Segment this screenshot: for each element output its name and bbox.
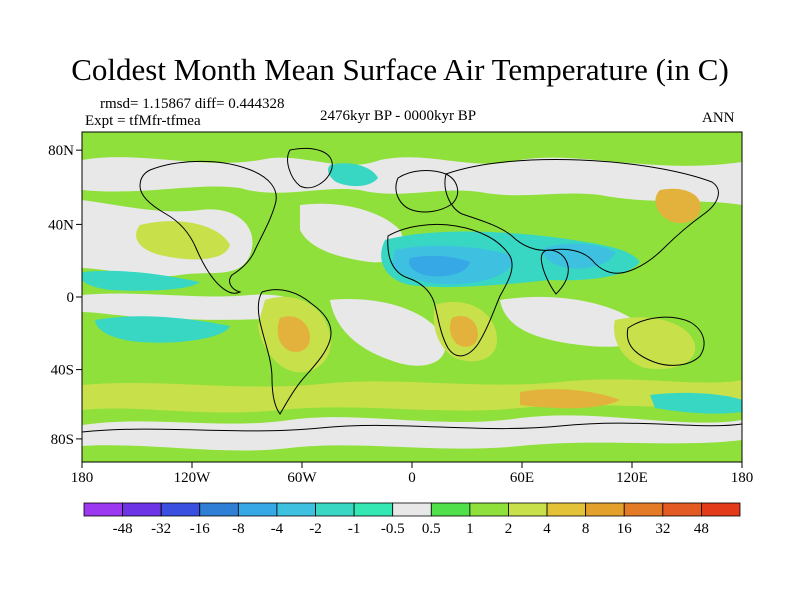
colorbar-label: 4 — [543, 521, 551, 537]
chart-title: Coldest Month Mean Surface Air Temperatu… — [71, 52, 729, 87]
southern-africa-warm-core — [449, 315, 478, 347]
colorbar-label: 48 — [694, 521, 709, 537]
australia-coastline — [626, 316, 705, 366]
colorbar-swatch — [237, 502, 278, 517]
greenland-coastline — [287, 147, 333, 189]
lat-tick-label: 0 — [67, 290, 75, 306]
longitude-axis: 180 120W 60W 0 60E 120E 180 — [71, 462, 754, 486]
lat-tick-label: 80N — [48, 143, 74, 159]
indian-ocean-neutral-region — [500, 296, 642, 347]
season-label: ANN — [702, 110, 735, 126]
lon-tick-label: 60E — [510, 470, 534, 486]
lon-tick-label: 60W — [287, 470, 317, 486]
africa-coastline — [387, 223, 513, 357]
south-atlantic-neutral-region — [330, 299, 446, 366]
lon-tick-label: 120W — [174, 470, 212, 486]
colorbar-label: 32 — [655, 521, 670, 537]
colorbar-label: -2 — [309, 521, 322, 537]
colorbar-swatch — [585, 502, 625, 517]
north-pacific-warm-patch — [136, 221, 230, 260]
colorbar-swatch — [469, 502, 509, 517]
asia-coastline — [444, 159, 719, 274]
colorbar-label: 8 — [582, 521, 590, 537]
rmsd-diff-label: rmsd= 1.15867 diff= 0.444328 — [100, 96, 285, 112]
south-asia-cool-patch — [543, 243, 615, 269]
temperature-field — [82, 132, 742, 462]
lon-tick-label: 0 — [408, 470, 416, 486]
lat-tick-label: 40N — [48, 217, 74, 233]
lat-tick-label: 80S — [51, 432, 74, 448]
colorbar-label: 2 — [505, 521, 513, 537]
northeast-asia-warm-patch — [655, 188, 701, 224]
colorbar-label: 16 — [617, 521, 633, 537]
lon-tick-label: 120E — [616, 470, 648, 486]
australia-warm-patch — [614, 317, 696, 370]
colorbar-swatch — [546, 502, 587, 517]
tropical-pacific-neutral-region — [82, 293, 303, 320]
colorbar-swatch — [199, 502, 239, 517]
colorbar-label: -48 — [113, 521, 133, 537]
pacific-cool-band — [82, 270, 200, 291]
colorbar-swatch — [353, 502, 394, 517]
antarctica-coastline — [81, 422, 743, 433]
colorbar-label: 1 — [466, 521, 474, 537]
north-america-coastline — [139, 161, 277, 294]
colorbar-label: -1 — [348, 521, 361, 537]
colorbar-swatch — [276, 502, 316, 517]
experiment-label: Expt = tfMfr-tfmea — [85, 113, 201, 129]
north-atlantic-cool-patch — [328, 163, 378, 187]
colorbar-swatch — [508, 502, 548, 517]
lon-tick-label: 180 — [731, 470, 754, 486]
antarctic-cool-patch — [650, 392, 742, 414]
colorbar-label: -16 — [190, 521, 210, 537]
europe-coastline — [395, 170, 459, 213]
sahara-cool-center — [409, 255, 470, 277]
south-america-coastline — [257, 289, 332, 415]
colorbar-swatch — [623, 502, 664, 517]
colorbar-label: -8 — [232, 521, 245, 537]
colorbar-swatch — [430, 502, 471, 517]
colorbar-swatch — [701, 502, 741, 517]
north-atlantic-neutral-region — [300, 203, 404, 263]
colorbar-label: -32 — [151, 521, 171, 537]
colorbar: -48 -32 -16 -8 -4 -2 -1 -0.5 0.5 1 2 4 8 16 32 48 — [83, 502, 741, 537]
antarctic-warm-patch — [520, 389, 620, 409]
colorbar-swatch — [122, 502, 162, 517]
south-america-warm-core — [277, 316, 310, 352]
period-label: 2476kyr BP - 0000kyr BP — [320, 108, 477, 124]
colorbar-swatch — [83, 502, 123, 517]
colorbar-swatch — [160, 502, 201, 517]
south-pacific-cool-patch — [95, 316, 230, 343]
colorbar-label: -4 — [271, 521, 284, 537]
lon-tick-label: 180 — [71, 470, 94, 486]
latitude-axis: 80N 40N 0 40S 80S — [48, 143, 82, 448]
colorbar-label: 0.5 — [422, 521, 441, 537]
colorbar-label: -0.5 — [381, 521, 405, 537]
coastlines — [81, 147, 743, 433]
colorbar-swatch — [662, 502, 702, 517]
india-coastline — [540, 249, 569, 295]
colorbar-swatch — [392, 502, 432, 517]
lat-tick-label: 40S — [51, 363, 74, 379]
colorbar-swatch — [315, 502, 355, 517]
